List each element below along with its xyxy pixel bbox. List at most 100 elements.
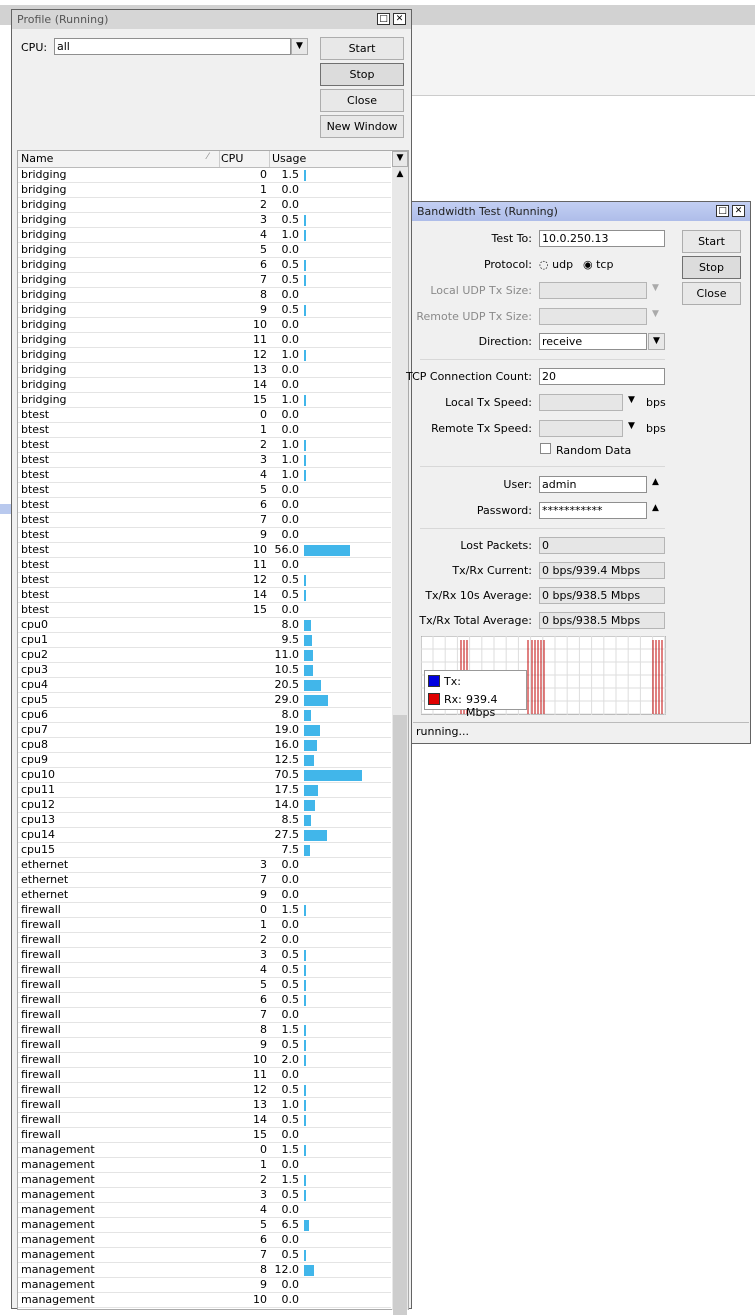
- column-header[interactable]: Name: [21, 152, 54, 165]
- usage-cell: 0.5: [281, 978, 300, 991]
- name-cell: firewall: [21, 1053, 61, 1066]
- scroll-up[interactable]: ▲: [396, 169, 404, 179]
- table-row: firewall 1 0.0: [18, 918, 391, 933]
- maximize-button[interactable]: □: [716, 205, 729, 217]
- usage-bar: [304, 755, 315, 766]
- dropdown-arrow[interactable]: ▼: [628, 395, 635, 405]
- table-header: Name ⁄ CPU Usage: [18, 151, 391, 168]
- scrollbar[interactable]: ▲: [392, 167, 408, 1315]
- table-row: btest 5 0.0: [18, 483, 391, 498]
- name-cell: ethernet: [21, 858, 69, 871]
- cpu-cell: 4: [260, 963, 267, 976]
- radio-tcp[interactable]: ◉ tcp: [583, 258, 614, 271]
- background-toolbar: [411, 25, 755, 96]
- cpu-cell: 15: [253, 1128, 267, 1141]
- radio-label: tcp: [596, 258, 614, 271]
- table-row: management 0 1.5: [18, 1143, 391, 1158]
- table-row: management 2 1.5: [18, 1173, 391, 1188]
- name-cell: firewall: [21, 948, 61, 961]
- usage-cell: 0.5: [281, 1083, 300, 1096]
- usage-bar: [304, 1085, 306, 1096]
- radio-udp[interactable]: ◌ udp: [539, 258, 574, 271]
- label: Tx/Rx 10s Average:: [425, 589, 532, 602]
- usage-bar: [304, 1115, 306, 1126]
- table-row: btest 1 0.0: [18, 423, 391, 438]
- label: Protocol:: [483, 258, 532, 271]
- usage-bar: [304, 1040, 306, 1051]
- name-cell: btest: [21, 558, 50, 571]
- legend-swatch: [428, 693, 440, 705]
- name-cell: firewall: [21, 993, 61, 1006]
- start-button[interactable]: Start: [320, 37, 404, 60]
- stop-button[interactable]: Stop: [682, 256, 741, 279]
- collapse-arrow[interactable]: ▲: [652, 503, 659, 513]
- usage-bar: [304, 575, 306, 586]
- name-cell: firewall: [21, 1128, 61, 1141]
- usage-bar: [304, 710, 311, 721]
- usage-bar: [304, 1055, 306, 1066]
- usage-cell: 12.0: [274, 1263, 300, 1276]
- tcp-count-input[interactable]: 20: [539, 368, 665, 385]
- usage-cell: 8.5: [281, 813, 300, 826]
- name-cell: bridging: [21, 228, 67, 241]
- local-tx-input[interactable]: [539, 394, 623, 411]
- usage-bar: [304, 1265, 314, 1276]
- direction-select[interactable]: receive: [539, 333, 647, 350]
- table-row: bridging 6 0.5: [18, 258, 391, 273]
- name-cell: btest: [21, 423, 50, 436]
- name-cell: bridging: [21, 168, 67, 181]
- remote-tx-input[interactable]: [539, 420, 623, 437]
- dropdown-button[interactable]: ▼: [291, 38, 308, 55]
- cpu-cell: 9: [260, 528, 267, 541]
- dropdown-button[interactable]: ▼: [648, 333, 665, 350]
- close-window-button[interactable]: ✕: [393, 13, 406, 25]
- close-window-button[interactable]: ✕: [732, 205, 745, 217]
- label: Password:: [476, 504, 532, 517]
- maximize-button[interactable]: □: [377, 13, 390, 25]
- name-cell: cpu10: [21, 768, 55, 781]
- collapse-arrow[interactable]: ▲: [652, 477, 659, 487]
- usage-cell: 0.5: [281, 963, 300, 976]
- legend-label: Rx:: [444, 693, 462, 706]
- user-input[interactable]: admin: [539, 476, 647, 493]
- remote-udp-input: [539, 308, 647, 325]
- close-button[interactable]: Close: [320, 89, 404, 112]
- name-cell: management: [21, 1248, 95, 1261]
- usage-cell: 27.5: [274, 828, 300, 841]
- password-input[interactable]: ***********: [539, 502, 647, 519]
- usage-cell: 0.0: [281, 183, 300, 196]
- close-button[interactable]: Close: [682, 282, 741, 305]
- new-window-button[interactable]: New Window: [320, 115, 404, 138]
- usage-bar: [304, 545, 350, 556]
- table-row: firewall 4 0.5: [18, 963, 391, 978]
- cpu-cell: 9: [260, 1038, 267, 1051]
- column-header[interactable]: CPU: [221, 152, 244, 165]
- usage-cell: 0.5: [281, 1038, 300, 1051]
- table-row: ethernet 7 0.0: [18, 873, 391, 888]
- table-row: firewall 2 0.0: [18, 933, 391, 948]
- usage-cell: 0.0: [281, 498, 300, 511]
- usage-cell: 1.0: [281, 228, 300, 241]
- column-menu-button[interactable]: ▼: [392, 151, 408, 167]
- usage-cell: 1.0: [281, 1098, 300, 1111]
- label: Tx/Rx Current:: [452, 564, 532, 577]
- table-row: management 9 0.0: [18, 1278, 391, 1293]
- name-cell: cpu5: [21, 693, 49, 706]
- start-button[interactable]: Start: [682, 230, 741, 253]
- name-cell: btest: [21, 528, 50, 541]
- checkbox[interactable]: [540, 443, 551, 454]
- usage-bar: [304, 845, 311, 856]
- usage-cell: 0.0: [281, 333, 300, 346]
- cpu-cell: 5: [260, 1218, 267, 1231]
- name-cell: btest: [21, 468, 50, 481]
- dropdown-arrow[interactable]: ▼: [628, 421, 635, 431]
- cpu-cell: 13: [253, 363, 267, 376]
- scroll-thumb[interactable]: [393, 715, 407, 1315]
- usage-bar: [304, 170, 306, 181]
- stop-button[interactable]: Stop: [320, 63, 404, 86]
- name-cell: firewall: [21, 963, 61, 976]
- test-to-input[interactable]: 10.0.250.13: [539, 230, 665, 247]
- column-header[interactable]: Usage: [272, 152, 307, 165]
- cpu-select[interactable]: all: [54, 38, 291, 55]
- name-cell: cpu11: [21, 783, 55, 796]
